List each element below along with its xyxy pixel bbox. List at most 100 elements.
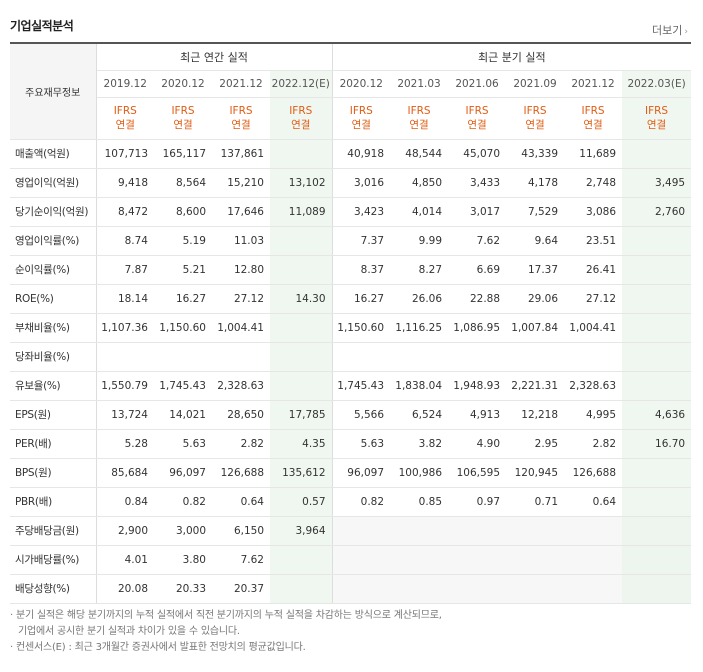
quarter-value-cell [622, 342, 692, 372]
table-row: 영업이익(억원) 9,418 8,564 15,210 13,102 3,016 4,850… [10, 168, 692, 198]
row-label: 배당성향(%) [10, 574, 97, 604]
row-label: 영업이익률(%) [10, 225, 97, 256]
annual-value-cell: 17,646 [212, 197, 270, 227]
annual-value-cell: 137,861 [212, 139, 270, 169]
empty-cell [332, 515, 391, 546]
quarter-value-cell: 6.69 [448, 255, 507, 285]
more-label: 더보기 [652, 24, 683, 37]
quarter-value-cell: 0.82 [332, 487, 391, 517]
quarter-value-cell: 3,433 [448, 168, 507, 198]
period-header: 2020.12 [332, 70, 391, 98]
quarter-value-cell: 16.70 [622, 429, 692, 459]
empty-cell [506, 545, 565, 575]
quarter-value-cell: 4.90 [448, 429, 507, 459]
quarter-value-cell: 1,745.43 [332, 371, 391, 401]
annual-value-cell: 165,117 [154, 139, 212, 169]
consolidated-label: 연결 [291, 119, 311, 131]
annual-value-cell: 0.82 [154, 487, 212, 517]
annual-value-cell: 11.03 [212, 225, 270, 256]
ifrs-label: IFRS [113, 105, 137, 117]
quarter-value-cell: 3,423 [332, 197, 391, 227]
annual-value-cell [270, 574, 333, 604]
quarter-value-cell: 4,850 [390, 168, 449, 198]
table-row: 부채비율(%) 1,107.36 1,150.60 1,004.41 1,150.60 1… [10, 312, 692, 343]
page-title: 기업실적분석 [10, 19, 74, 33]
quarter-value-cell: 22.88 [448, 284, 507, 314]
annual-group-header: 최근 연간 실적 [96, 42, 333, 71]
quarter-value-cell: 106,595 [448, 458, 507, 488]
annual-value-cell: 20.37 [212, 574, 270, 604]
quarter-value-cell: 7,529 [506, 197, 565, 227]
quarter-value-cell: 2,328.63 [564, 371, 623, 401]
table-row: 유보율(%) 1,550.79 1,745.43 2,328.63 1,745.43 1,… [10, 371, 692, 401]
consolidated-label: 연결 [115, 119, 135, 131]
consolidated-label: 연결 [231, 119, 251, 131]
quarter-value-cell: 8.37 [332, 255, 391, 285]
table-row: 주당배당금(원) 2,900 3,000 6,150 3,964 [10, 515, 692, 546]
empty-cell [448, 574, 507, 604]
annual-value-cell: 126,688 [212, 458, 270, 488]
row-label: 매출액(억원) [10, 139, 97, 169]
annual-value-cell: 8,564 [154, 168, 212, 198]
annual-value-cell: 11,089 [270, 197, 333, 227]
quarter-value-cell: 45,070 [448, 139, 507, 169]
annual-value-cell: 2.82 [212, 429, 270, 459]
section-header: 기업실적분석 더보기 › [0, 0, 703, 42]
annual-value-cell: 18.14 [96, 284, 154, 314]
footnote-quarterly-cont: 기업에서 공시한 분기 실적과 차이가 있을 수 있습니다. [18, 626, 240, 637]
annual-value-cell: 8,472 [96, 197, 154, 227]
annual-value-cell: 7.87 [96, 255, 154, 285]
consolidated-label: 연결 [351, 119, 371, 131]
ifrs-label: IFRS [465, 105, 489, 117]
quarter-value-cell: 3.82 [390, 429, 449, 459]
table-row: 당좌비율(%) [10, 342, 692, 372]
annual-value-cell: 5.28 [96, 429, 154, 459]
footnote-consensus: · 컨센서스(E) : 최근 3개월간 증권사에서 발표한 전망치의 평균값입니… [10, 642, 306, 653]
annual-value-cell: 6,150 [212, 515, 270, 546]
ifrs-badge: IFRS 연결 [154, 97, 212, 140]
quarter-value-cell: 2,760 [622, 197, 692, 227]
quarter-value-cell: 2.82 [564, 429, 623, 459]
quarter-value-cell: 29.06 [506, 284, 565, 314]
annual-value-cell: 15,210 [212, 168, 270, 198]
quarter-value-cell: 0.71 [506, 487, 565, 517]
quarter-value-cell: 1,150.60 [332, 312, 391, 343]
row-label: PER(배) [10, 429, 97, 459]
consolidated-label: 연결 [409, 119, 429, 131]
annual-value-cell: 3,000 [154, 515, 212, 546]
annual-value-cell: 28,650 [212, 399, 270, 430]
quarter-value-cell [622, 458, 692, 488]
annual-value-cell: 13,102 [270, 168, 333, 198]
quarter-value-cell: 96,097 [332, 458, 391, 488]
annual-value-cell: 5.21 [154, 255, 212, 285]
row-label: 당좌비율(%) [10, 342, 97, 372]
period-header: 2021.12 [212, 70, 270, 98]
table-row: EPS(원) 13,724 14,021 28,650 17,785 5,566 6,524… [10, 399, 692, 430]
annual-value-cell: 2,328.63 [212, 371, 270, 401]
consolidated-label: 연결 [646, 119, 667, 131]
annual-value-cell: 0.64 [212, 487, 270, 517]
row-label: 순이익률(%) [10, 255, 97, 285]
period-header: 2021.12 [564, 70, 623, 98]
ifrs-label: IFRS [581, 105, 605, 117]
ifrs-badge: IFRS 연결 [448, 97, 507, 140]
annual-value-cell: 1,107.36 [96, 312, 154, 343]
quarter-value-cell: 0.97 [448, 487, 507, 517]
empty-cell [506, 574, 565, 604]
footnote-quarterly: · 분기 실적은 해당 분기까지의 누적 실적에서 직전 분기까지의 누적 실적… [10, 610, 442, 621]
empty-cell [448, 515, 507, 546]
empty-cell [332, 545, 391, 575]
ifrs-badge: IFRS 연결 [390, 97, 449, 140]
annual-value-cell: 13,724 [96, 399, 154, 430]
annual-value-cell: 0.57 [270, 487, 333, 517]
annual-value-cell: 4.35 [270, 429, 333, 459]
more-link[interactable]: 더보기 › [652, 22, 688, 38]
quarter-value-cell: 120,945 [506, 458, 565, 488]
table-row: 배당성향(%) 20.08 20.33 20.37 [10, 574, 692, 604]
annual-value-cell [270, 225, 333, 256]
annual-value-cell [270, 342, 333, 372]
ifrs-badge: IFRS 연결 [564, 97, 623, 140]
quarter-value-cell: 1,838.04 [390, 371, 449, 401]
table-row: PER(배) 5.28 5.63 2.82 4.35 5.63 3.82 4.90 2.95 2.… [10, 429, 692, 459]
quarter-value-cell: 5.63 [332, 429, 391, 459]
